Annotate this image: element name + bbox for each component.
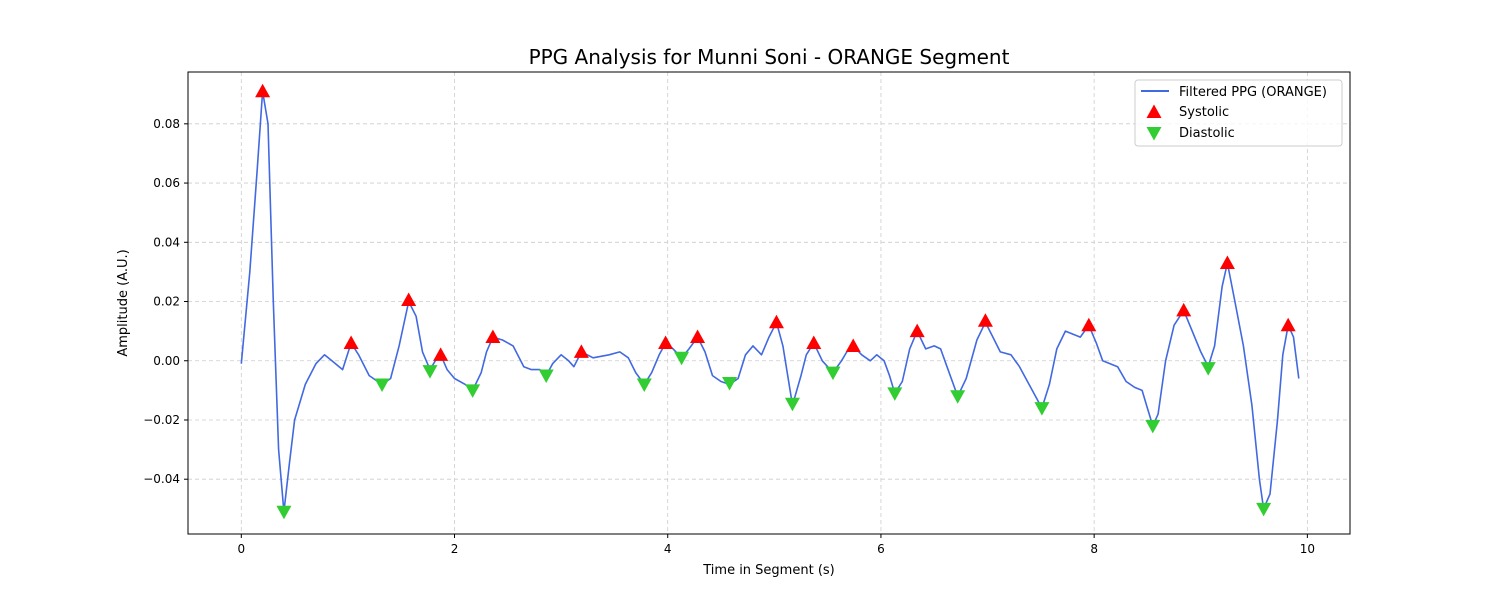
systolic-marker [768, 314, 784, 329]
systolic-marker [977, 313, 993, 327]
y-tick-label: 0.04 [153, 235, 180, 249]
diastolic-marker [276, 505, 292, 520]
systolic-marker [1176, 302, 1192, 317]
x-axis-label: Time in Segment (s) [702, 563, 834, 578]
legend-box [1134, 79, 1343, 147]
diastolic-marker [1256, 502, 1272, 517]
legend-diastolic-marker [1146, 127, 1162, 141]
diastolic-marker [538, 369, 554, 384]
ppg-signal-line [240, 90, 1300, 513]
diastolic-marker [950, 390, 966, 404]
diastolic-marker [636, 378, 652, 392]
diastolic-marker [374, 378, 390, 392]
legend-label-systolic: Systolic [1179, 105, 1229, 120]
systolic-marker [255, 83, 271, 98]
diastolic-marker [1200, 362, 1216, 376]
diastolic-marker [674, 351, 690, 366]
y-tick-label: −0.04 [143, 472, 180, 486]
diastolic-marker [887, 387, 903, 401]
systolic-marker [909, 323, 925, 338]
x-tick-label: 8 [1090, 542, 1098, 556]
x-tick-label: 10 [1300, 542, 1315, 556]
y-tick-label: 0.08 [153, 117, 180, 131]
legend-label-filtered: Filtered PPG (ORANGE) [1179, 85, 1327, 100]
y-tick-label: 0.00 [153, 354, 180, 368]
legend-label-diastolic: Diastolic [1179, 126, 1235, 141]
diastolic-marker [722, 376, 738, 391]
systolic-marker [1081, 317, 1097, 332]
y-tick-label: 0.02 [153, 295, 180, 309]
systolic-marker [485, 329, 501, 344]
systolic-marker [658, 335, 674, 349]
x-tick-label: 4 [664, 542, 672, 556]
systolic-marker [573, 344, 589, 358]
legend-systolic-marker [1146, 104, 1162, 118]
diastolic-marker [825, 366, 841, 381]
x-tick-label: 2 [451, 542, 459, 556]
y-axis-label: Amplitude (A.U.) [116, 249, 131, 356]
x-tick-label: 0 [237, 542, 245, 556]
diastolic-marker [784, 397, 800, 412]
diastolic-marker [422, 365, 438, 379]
systolic-marker [806, 335, 822, 349]
y-tick-label: 0.06 [153, 176, 180, 190]
diastolic-marker [1145, 419, 1161, 434]
systolic-marker [401, 292, 417, 307]
diastolic-marker [1034, 402, 1050, 416]
diastolic-marker [465, 384, 481, 398]
systolic-marker [433, 347, 449, 361]
systolic-marker [690, 329, 706, 344]
y-tick-label: −0.02 [143, 413, 180, 427]
legend: Filtered PPG (ORANGE) Systolic Diastolic [1134, 79, 1343, 147]
systolic-marker [343, 335, 359, 349]
x-tick-label: 6 [877, 542, 885, 556]
systolic-marker [1219, 255, 1235, 270]
systolic-marker [845, 338, 861, 352]
systolic-marker [1280, 317, 1296, 332]
plot-area [240, 83, 1300, 520]
chart-title: PPG Analysis for Munni Soni - ORANGE Seg… [529, 45, 1010, 69]
axis-ticks: 0 2 4 6 8 10 0.08 0.06 0.04 0.02 0.00 −0.02 −0.04 [143, 117, 1315, 556]
plot-frame [187, 71, 1351, 535]
